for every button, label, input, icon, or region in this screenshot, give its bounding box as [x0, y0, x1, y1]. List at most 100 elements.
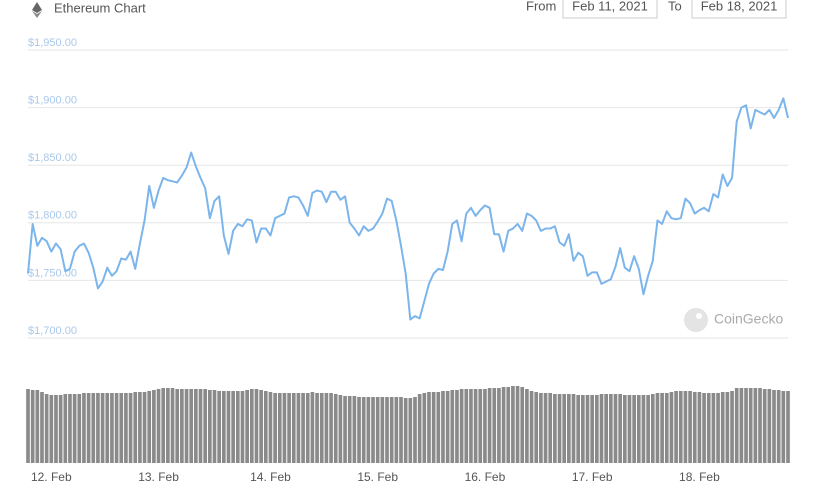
y-tick-label: $1,800.00 — [28, 210, 77, 222]
volume-bar — [459, 389, 464, 463]
volume-bar — [772, 390, 776, 463]
volume-bar — [273, 393, 277, 463]
volume-bar — [618, 394, 622, 463]
volume-bar — [464, 389, 469, 463]
volume-bar — [324, 393, 329, 463]
volume-bar — [604, 394, 608, 463]
volume-bar — [767, 389, 772, 463]
volume-bar — [77, 394, 82, 463]
volume-bar — [758, 388, 762, 463]
volume-bar — [697, 392, 702, 463]
to-date[interactable]: Feb 18, 2021 — [701, 0, 778, 13]
volume-bar — [231, 391, 235, 463]
volume-bar — [487, 388, 492, 463]
volume-bar — [413, 397, 417, 463]
volume-bar — [403, 398, 408, 463]
volume-bar — [595, 395, 599, 463]
volume-bar — [249, 389, 254, 463]
x-tick-label: 17. Feb — [572, 470, 613, 484]
volume-bar — [114, 393, 119, 463]
volume-bar — [357, 397, 361, 463]
volume-bar — [86, 393, 91, 463]
volume-bar — [189, 389, 194, 463]
to-date-box[interactable] — [691, 0, 787, 19]
volume-bar — [254, 389, 259, 463]
to-label: To — [668, 0, 682, 13]
volume-bar — [180, 389, 184, 463]
volume-bar — [422, 393, 427, 463]
price-line — [27, 97, 789, 321]
volume-bar — [678, 391, 683, 463]
volume-bar — [105, 393, 110, 463]
volume-bar — [124, 393, 128, 463]
volume-bar — [399, 397, 403, 463]
volume-bar — [706, 393, 711, 463]
from-date[interactable]: Feb 11, 2021 — [572, 0, 648, 13]
volume-bar — [567, 394, 571, 463]
volume-bar — [627, 395, 632, 463]
volume-bar — [235, 391, 240, 463]
volume-bar — [622, 395, 627, 463]
volume-bar — [161, 388, 166, 463]
volume-bar — [469, 389, 473, 463]
volume-bar — [263, 391, 268, 463]
volume-bar — [636, 395, 641, 463]
volume-bar — [711, 393, 716, 463]
volume-bar — [389, 397, 394, 463]
volume-bar — [338, 395, 343, 463]
volume-bar — [581, 395, 585, 463]
volume-bar — [305, 393, 310, 463]
volume-bar — [674, 391, 678, 463]
volume-bar — [72, 394, 77, 463]
volume-bar — [142, 392, 147, 463]
volume-bar — [748, 388, 753, 463]
volume-bar — [226, 391, 231, 463]
volume-bar — [669, 392, 674, 463]
volume-bar — [450, 390, 455, 463]
x-tick-label: 16. Feb — [465, 470, 506, 484]
volume-bar — [49, 395, 54, 463]
x-tick-label: 18. Feb — [679, 470, 720, 484]
volume-bar — [58, 395, 63, 463]
volume-bar — [287, 393, 291, 463]
volume-bar — [315, 393, 319, 463]
from-date-box[interactable] — [562, 0, 658, 19]
volume-bar — [427, 392, 431, 463]
volume-bar — [786, 391, 790, 463]
volume-bar — [483, 389, 487, 463]
volume-bar — [529, 391, 534, 463]
volume-bar — [26, 389, 30, 463]
volume-bar — [716, 393, 720, 463]
watermark: CoinGecko — [714, 311, 783, 327]
volume-bar — [613, 394, 618, 463]
volume-bar — [203, 389, 208, 463]
volume-bar — [660, 393, 664, 463]
volume-bar — [571, 394, 576, 463]
volume-bar — [128, 393, 133, 463]
volume-bar — [683, 391, 688, 463]
y-tick-label: $1,850.00 — [28, 152, 77, 164]
volume-bar — [702, 393, 706, 463]
volume-bar — [417, 394, 422, 463]
volume-bar — [54, 395, 58, 463]
volume-bar — [431, 392, 436, 463]
volume-bar — [44, 394, 49, 463]
volume-bar — [515, 386, 520, 463]
volume-bar — [352, 396, 357, 463]
volume-bar — [343, 396, 347, 463]
volume-bar — [147, 391, 152, 463]
volume-bar — [380, 397, 385, 463]
volume-bar — [82, 393, 86, 463]
volume-bar — [194, 389, 198, 463]
volume-bar — [152, 390, 156, 463]
volume-bar — [562, 394, 567, 463]
volume-bar — [329, 393, 333, 463]
volume-bar — [40, 392, 44, 463]
volume-bar — [655, 393, 660, 463]
volume-bar — [366, 397, 371, 463]
volume-bar — [720, 392, 725, 463]
y-tick-label: $1,950.00 — [28, 37, 77, 49]
volume-bar — [646, 395, 650, 463]
volume-bar — [166, 388, 170, 463]
